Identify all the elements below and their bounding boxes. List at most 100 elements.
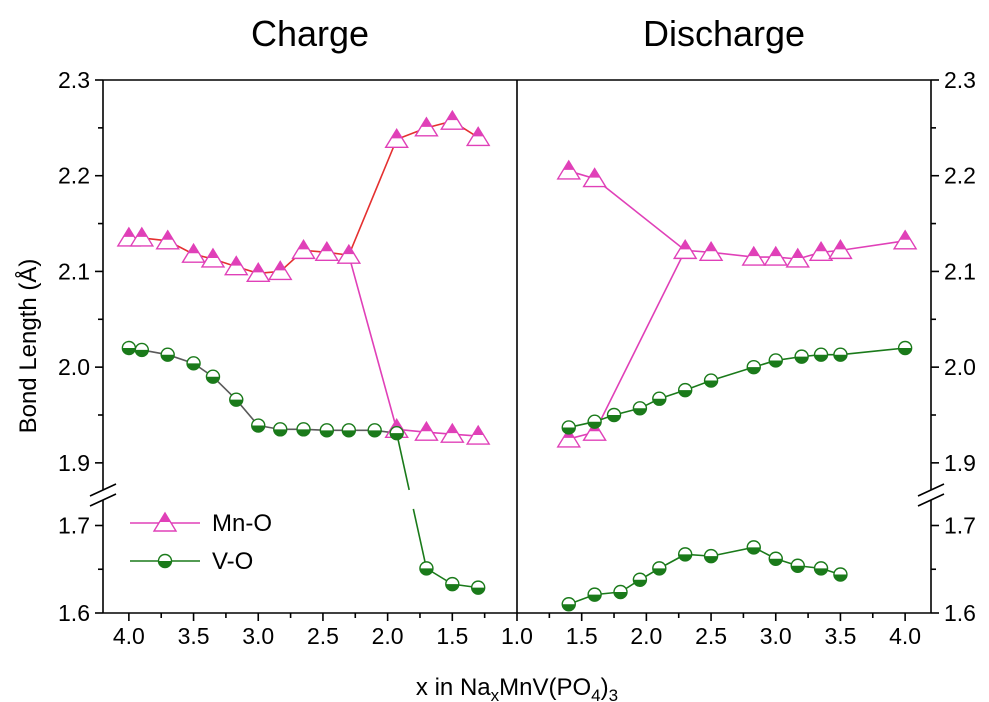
discharge-v-o-point (897, 340, 913, 356)
left-y-tick-label: 1.6 (58, 600, 90, 626)
charge-v-o-point (419, 561, 434, 576)
discharge-mn-o-point (892, 229, 918, 250)
axes: 1.9 2.0 2.1 2.2 2.3 1.6 1.7 1.9 2.0 2.1 2.2 2.3 1.6 1… (58, 67, 976, 649)
discharge-v-o-point (677, 382, 693, 398)
discharge-mn-o-point (741, 245, 767, 266)
left-y-tick-label: 2.3 (58, 67, 90, 93)
charge-v-o-point (251, 418, 266, 433)
charge-mn-o-point (465, 126, 491, 147)
right-axis-break-mark-b (917, 493, 945, 507)
discharge-v-o-point (790, 558, 805, 573)
x-axis-title: x in NaxMnV(PO4)3 (416, 674, 618, 702)
charge-v-o-point (367, 423, 382, 438)
charge-mn-o-point (440, 422, 465, 443)
discharge-mn-o-point (828, 239, 853, 260)
charge-mn-o-point (224, 255, 249, 276)
charge-v-o-point (389, 425, 404, 441)
left-axis-break-mark-a (89, 483, 117, 497)
legend-mn-o-label: Mn-O (212, 510, 272, 537)
charge-v-o-point (319, 423, 335, 438)
charge-v-o-point (134, 342, 150, 358)
charge-mn-o-point (267, 260, 293, 281)
discharge-v-o-point (768, 353, 783, 368)
charge-x-tick-label: 1.0 (501, 623, 533, 649)
discharge-v-o-point (561, 420, 576, 435)
left-y-tick-label: 2.1 (58, 258, 90, 284)
left-y-tick-label: 1.9 (58, 450, 90, 476)
charge-panel-title: Charge (251, 13, 369, 54)
charge-v-o-point (160, 347, 175, 362)
discharge-mn-o-point (808, 240, 834, 261)
legend-v-o-label: V-O (212, 548, 253, 575)
charge-mn-o-point (291, 239, 316, 260)
discharge-x-tick-label: 3.0 (760, 623, 792, 649)
discharge-v-o-point (606, 407, 622, 423)
discharge-mn-o-point (556, 159, 581, 180)
discharge-v-o-point (587, 414, 602, 429)
charge-x-tick-label: 3.5 (178, 623, 210, 649)
y-axis-title: Bond Length (Å) (14, 259, 42, 434)
charge-mn-o-line-b (348, 254, 479, 437)
discharge-v-o-point (746, 540, 761, 555)
discharge-v-o-point (833, 347, 848, 362)
discharge-v-o-point (768, 551, 783, 566)
left-y-tick-label: 2.0 (58, 354, 90, 380)
discharge-v-o-point (632, 401, 648, 416)
charge-v-o-line-b-seg1 (395, 433, 410, 491)
discharge-mn-o-line-a (568, 170, 906, 260)
charge-v-o-point (445, 576, 460, 592)
legend-mn-o-marker (152, 511, 178, 532)
discharge-panel-title: Discharge (643, 13, 805, 54)
charge-x-tick-label: 4.0 (113, 623, 145, 649)
charge-x-tick-label: 3.0 (242, 623, 274, 649)
right-y-tick-label: 2.3 (944, 67, 976, 93)
charge-mn-o-point (414, 116, 439, 137)
discharge-v-o-point (632, 572, 648, 587)
charge-v-o-point (229, 392, 244, 407)
charge-mn-o-point (465, 424, 491, 445)
charge-mn-o-point (155, 229, 180, 250)
discharge-v-o-point (746, 359, 761, 375)
charge-mn-o-point (200, 247, 226, 268)
discharge-v-o-point (561, 597, 576, 612)
discharge-x-tick-label: 3.5 (824, 623, 856, 649)
right-y-tick-label: 1.7 (944, 513, 976, 539)
discharge-v-o-point (813, 347, 829, 362)
charge-mn-o-point (129, 226, 155, 247)
right-y-tick-label: 2.1 (944, 258, 976, 284)
charge-mn-o-point (440, 109, 465, 130)
discharge-x-tick-label: 2.0 (630, 623, 662, 649)
charge-v-o-line-b-seg2 (412, 508, 428, 569)
charge-v-o-point (205, 369, 221, 384)
charge-v-o-point (186, 356, 201, 371)
discharge-mn-o-point (698, 240, 724, 261)
discharge-v-o-point (833, 567, 848, 582)
right-y-tick-label: 2.2 (944, 163, 976, 189)
discharge-v-o-point (677, 547, 693, 562)
discharge-mn-o-line-b (568, 250, 686, 440)
charge-x-tick-label: 2.0 (372, 623, 404, 649)
right-axis-break-mark-a (917, 483, 945, 497)
discharge-v-o-point (813, 561, 829, 576)
charge-v-o-point (273, 422, 288, 437)
discharge-x-tick-label: 4.0 (889, 623, 921, 649)
discharge-x-tick-label: 1.5 (566, 623, 598, 649)
discharge-mn-o-point (672, 239, 698, 260)
charge-v-o-point (121, 340, 137, 356)
discharge-v-o-point (652, 391, 667, 406)
discharge-v-o-point (587, 587, 602, 602)
charge-mn-o-point (336, 243, 362, 264)
discharge-mn-o-point (763, 245, 788, 266)
charge-x-tick-label: 1.5 (436, 623, 468, 649)
charge-mn-o-point (181, 242, 206, 263)
discharge-v-o-point (652, 561, 667, 576)
discharge-v-o-point (703, 548, 719, 564)
left-y-tick-label: 1.7 (58, 513, 90, 539)
charge-v-o-point (341, 423, 357, 438)
right-y-tick-label: 2.0 (944, 354, 976, 380)
charge-mn-o-point (314, 240, 340, 261)
charge-mn-o-point (246, 262, 271, 283)
discharge-mn-o-point (785, 247, 810, 268)
charge-mn-o-point (384, 128, 409, 149)
